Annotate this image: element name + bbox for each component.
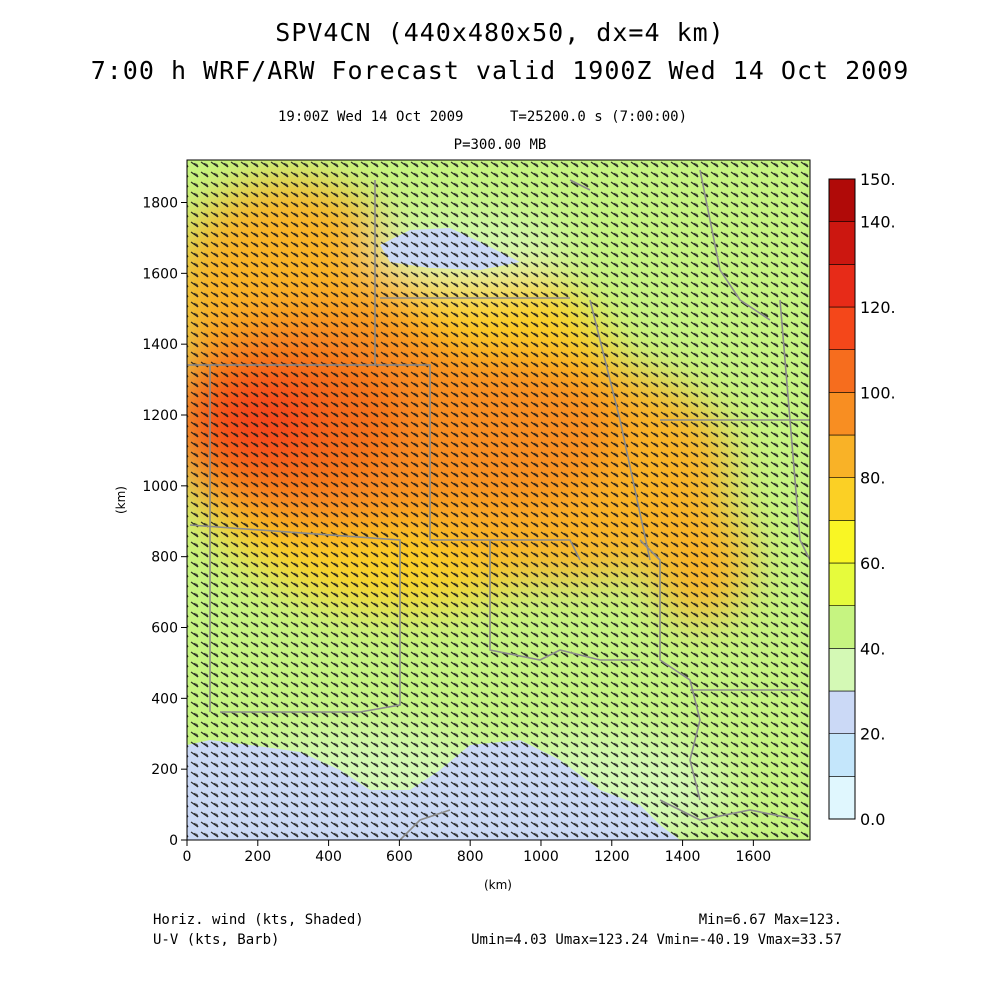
pressure-level: P=300.00 MB xyxy=(453,137,547,153)
time-seconds: T=25200.0 s (7:00:00) xyxy=(510,109,688,125)
y-tick-label: 400 xyxy=(151,691,178,707)
barb-field-label: U-V (kts, Barb) xyxy=(153,932,280,948)
colorbar-swatch xyxy=(828,306,856,350)
state-boundaries xyxy=(187,169,810,840)
x-tick-label: 600 xyxy=(386,849,413,865)
colorbar-swatch xyxy=(828,392,856,436)
y-tick-label: 200 xyxy=(151,762,178,778)
colorbar-label: 150. xyxy=(860,170,896,189)
chart-title-line1: SPV4CN (440x480x50, dx=4 km) xyxy=(275,18,725,47)
plot-frame xyxy=(186,159,811,841)
y-tick-label: 1200 xyxy=(142,408,178,424)
x-tick-label: 1000 xyxy=(523,849,559,865)
colorbar-label: 60. xyxy=(860,554,885,573)
colorbar-label: 20. xyxy=(860,725,885,744)
x-tick-label: 400 xyxy=(315,849,342,865)
component-min-max-readout: Umin=4.03 Umax=123.24 Vmin=-40.19 Vmax=3… xyxy=(471,932,842,948)
colorbar-swatch xyxy=(828,776,856,820)
colorbar-swatch xyxy=(828,605,856,649)
colorbar-swatch xyxy=(828,562,856,606)
x-axis-label: (km) xyxy=(484,878,512,892)
y-tick-label: 0 xyxy=(169,833,178,849)
y-tick-label: 1400 xyxy=(142,337,178,353)
colorbar-label: 120. xyxy=(860,298,896,317)
x-tick-label: 0 xyxy=(183,849,192,865)
colorbar-frame xyxy=(828,178,856,820)
colorbar-label: 100. xyxy=(860,383,896,402)
min-max-readout: Min=6.67 Max=123. xyxy=(698,912,842,928)
y-axis: 0 200 400 600 800 1000 1200 1400 1600 1800 xyxy=(142,196,187,849)
x-tick-label: 200 xyxy=(244,849,271,865)
y-axis-label: (km) xyxy=(114,486,128,514)
y-tick-label: 1600 xyxy=(142,266,178,282)
colorbar-swatch xyxy=(828,477,856,521)
colorbar-swatch xyxy=(828,264,856,308)
valid-time: 19:00Z Wed 14 Oct 2009 xyxy=(278,109,464,125)
colorbar-swatch xyxy=(828,520,856,564)
x-tick-label: 800 xyxy=(457,849,484,865)
colorbar: 150. 140. 120. 100. 80. 60. 40. 20. 0.0 xyxy=(828,170,896,829)
chart-title-line2: 7:00 h WRF/ARW Forecast valid 1900Z Wed … xyxy=(90,56,910,85)
colorbar-swatch xyxy=(828,349,856,393)
y-tick-label: 800 xyxy=(151,550,178,566)
colorbar-swatch xyxy=(828,178,856,222)
colorbar-label: 40. xyxy=(860,639,885,658)
x-tick-label: 1600 xyxy=(736,849,772,865)
shaded-field-label: Horiz. wind (kts, Shaded) xyxy=(153,912,364,928)
colorbar-swatch xyxy=(828,690,856,734)
x-tick-label: 1200 xyxy=(594,849,630,865)
colorbar-label: 80. xyxy=(860,469,885,488)
x-axis: 0 200 400 600 800 1000 1200 1400 1600 xyxy=(183,840,772,865)
wind-speed-shading xyxy=(187,160,810,840)
x-tick-label: 1400 xyxy=(665,849,701,865)
colorbar-swatch xyxy=(828,648,856,692)
colorbar-label: 0.0 xyxy=(860,810,885,829)
colorbar-label: 140. xyxy=(860,213,896,232)
colorbar-swatch xyxy=(828,434,856,478)
colorbar-swatch xyxy=(828,733,856,777)
colorbar-swatch xyxy=(828,221,856,265)
y-tick-label: 1800 xyxy=(142,196,178,212)
y-tick-label: 600 xyxy=(151,621,178,637)
y-tick-label: 1000 xyxy=(142,479,178,495)
